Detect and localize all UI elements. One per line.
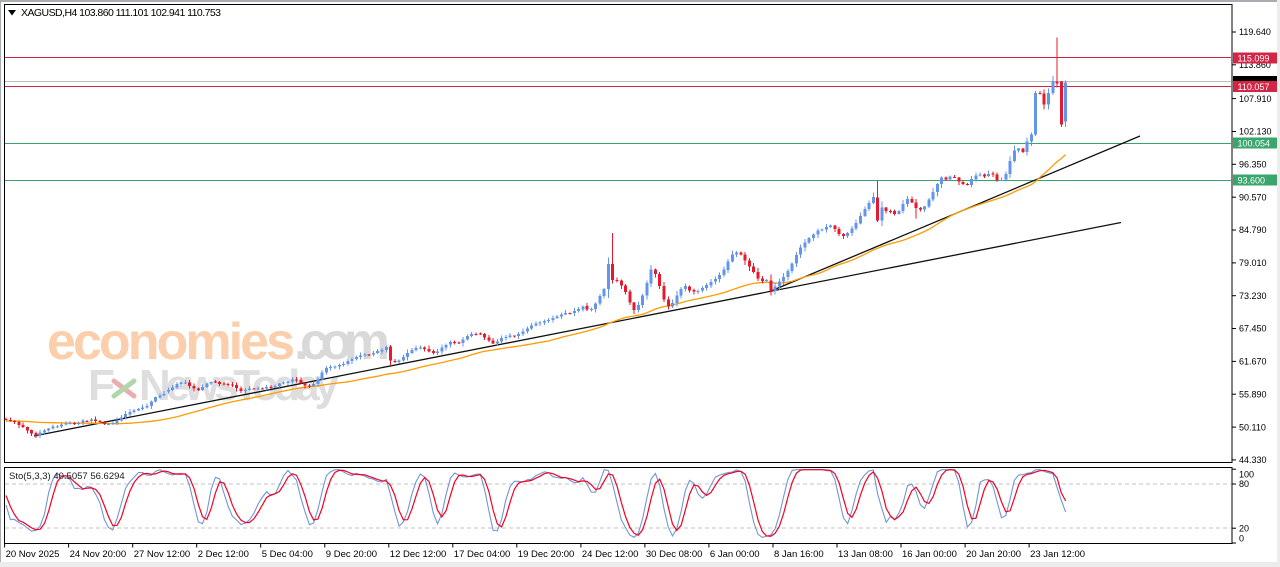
- svg-text:20: 20: [1239, 523, 1249, 533]
- svg-text:50.110: 50.110: [1239, 422, 1266, 432]
- svg-text:17 Dec 04:00: 17 Dec 04:00: [454, 549, 511, 560]
- svg-text:24 Nov 20:00: 24 Nov 20:00: [70, 549, 127, 560]
- svg-text:16 Jan 00:00: 16 Jan 00:00: [902, 549, 957, 560]
- svg-text:2 Dec 12:00: 2 Dec 12:00: [198, 549, 249, 560]
- svg-text:96.350: 96.350: [1239, 160, 1267, 170]
- svg-text:20 Nov 2025: 20 Nov 2025: [6, 549, 60, 560]
- svg-text:.com: .com: [294, 313, 389, 371]
- svg-text:8 Jan 16:00: 8 Jan 16:00: [774, 549, 824, 560]
- svg-text:84.790: 84.790: [1239, 225, 1267, 235]
- svg-text:24 Dec 12:00: 24 Dec 12:00: [582, 549, 639, 560]
- svg-text:100: 100: [1239, 470, 1254, 480]
- svg-text:73.230: 73.230: [1239, 291, 1267, 301]
- svg-text:79.010: 79.010: [1239, 258, 1267, 268]
- svg-text:Sto(5,3,3) 40.5057 56.6294: Sto(5,3,3) 40.5057 56.6294: [9, 471, 125, 482]
- svg-text:67.450: 67.450: [1239, 324, 1267, 334]
- svg-text:80: 80: [1239, 479, 1249, 489]
- svg-text:9 Dec 20:00: 9 Dec 20:00: [326, 549, 377, 560]
- svg-text:economies: economies: [47, 313, 294, 371]
- svg-text:20 Jan 20:00: 20 Jan 20:00: [966, 549, 1021, 560]
- svg-text:119.640: 119.640: [1239, 27, 1271, 37]
- svg-text:6 Jan 00:00: 6 Jan 00:00: [710, 549, 760, 560]
- svg-text:30 Dec 08:00: 30 Dec 08:00: [646, 549, 703, 560]
- svg-text:0: 0: [1239, 534, 1244, 544]
- svg-text:13 Jan 08:00: 13 Jan 08:00: [838, 549, 893, 560]
- svg-text:110.057: 110.057: [1238, 82, 1270, 92]
- svg-text:90.570: 90.570: [1239, 192, 1267, 202]
- svg-text:23 Jan 12:00: 23 Jan 12:00: [1030, 549, 1085, 560]
- svg-text:100.054: 100.054: [1238, 138, 1271, 148]
- svg-text:115.099: 115.099: [1238, 53, 1270, 63]
- svg-text:27 Nov 12:00: 27 Nov 12:00: [134, 549, 191, 560]
- svg-text:44.330: 44.330: [1239, 455, 1267, 465]
- svg-text:55.890: 55.890: [1239, 389, 1267, 399]
- svg-text:19 Dec 20:00: 19 Dec 20:00: [518, 549, 575, 560]
- svg-text:102.130: 102.130: [1239, 127, 1272, 137]
- svg-text:12 Dec 12:00: 12 Dec 12:00: [390, 549, 447, 560]
- svg-text:107.910: 107.910: [1239, 94, 1272, 104]
- svg-text:93.600: 93.600: [1238, 175, 1266, 185]
- svg-text:61.670: 61.670: [1239, 357, 1267, 367]
- svg-text:113.860: 113.860: [1239, 60, 1271, 70]
- svg-text:5 Dec 04:00: 5 Dec 04:00: [262, 549, 313, 560]
- svg-text:F: F: [88, 361, 115, 410]
- svg-text:XAGUSD,H4 103.860 111.101 102: XAGUSD,H4 103.860 111.101 102.941 110.75…: [21, 7, 221, 19]
